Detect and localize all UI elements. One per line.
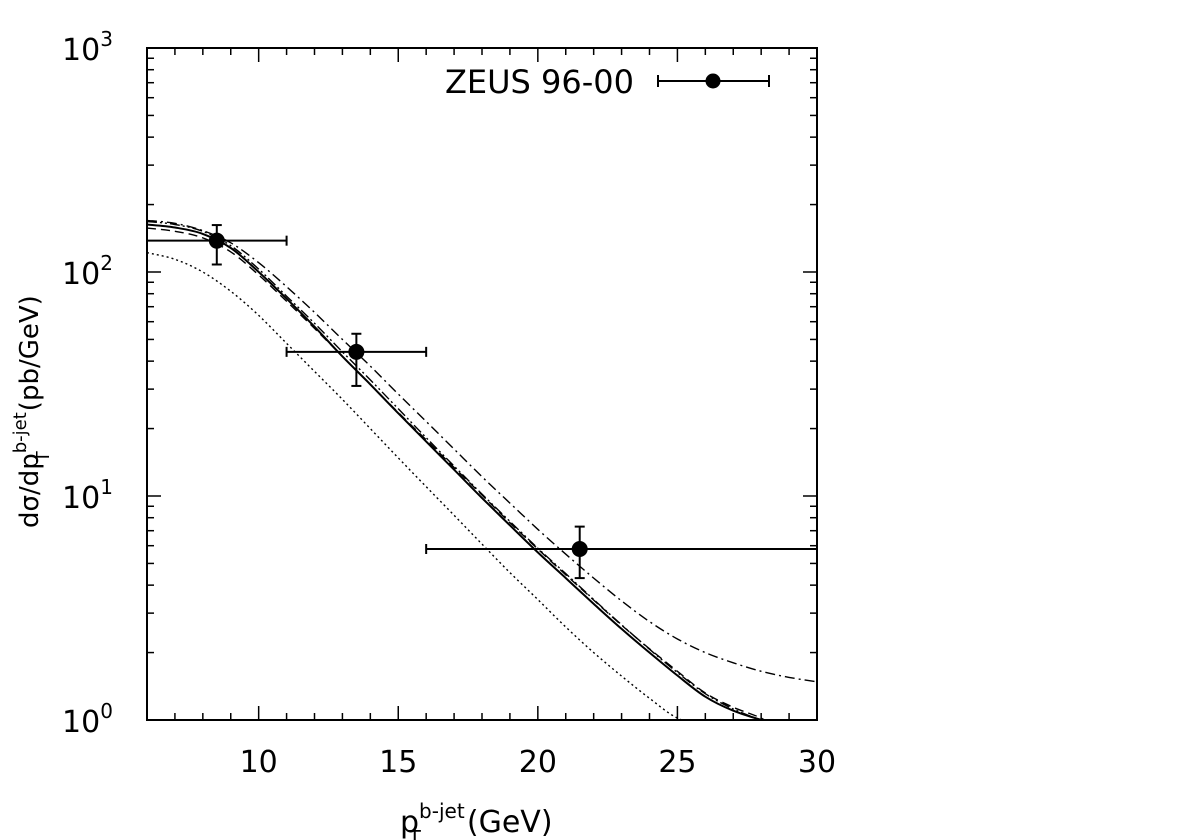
theory-curve-dashdotdot <box>147 220 764 720</box>
x-tick-label: 25 <box>658 745 696 780</box>
theory-curve-solid <box>147 223 765 720</box>
y-axis-title-sup: b-jet <box>10 412 31 453</box>
y-axis-title: dσ/dpb-jetT (pb/GeV) <box>10 295 54 528</box>
y-tick-label: 100 <box>62 699 113 740</box>
x-axis-title-base: p <box>400 805 419 840</box>
x-axis-title-text: pb-jet T (GeV) <box>400 799 553 840</box>
y-tick-label: 102 <box>62 251 113 292</box>
axis-ticks <box>146 47 818 721</box>
data-marker <box>208 232 225 249</box>
theory-curves <box>147 219 817 720</box>
y-axis-title-text: dσ/dpb-jetT (pb/GeV) <box>10 295 54 528</box>
data-point <box>285 332 428 387</box>
legend-marker <box>705 73 721 89</box>
legend: ZEUS 96-00 <box>445 63 770 101</box>
y-axis-title-sub: T <box>33 450 54 463</box>
y-tick-label: 103 <box>62 27 113 68</box>
x-tick-label: 10 <box>240 745 278 780</box>
x-tick-label: 30 <box>798 745 836 780</box>
data-point <box>146 224 288 266</box>
theory-curve-dotted <box>147 252 685 720</box>
theory-curve-dashdot <box>147 219 817 683</box>
legend-label: ZEUS 96-00 <box>445 63 634 101</box>
plot-frame <box>146 47 818 721</box>
y-axis-title-prefix: dσ/dp <box>15 453 45 528</box>
x-axis-title-unit: (GeV) <box>467 805 553 840</box>
y-tick-label: 101 <box>62 475 113 516</box>
x-axis-title-sub: T <box>408 826 422 840</box>
data-marker <box>571 540 588 557</box>
x-axis-title: pb-jet T (GeV) <box>400 799 553 840</box>
x-tick-label: 20 <box>519 745 557 780</box>
y-axis-title-unit: (pb/GeV) <box>15 295 45 411</box>
data-points <box>146 224 817 580</box>
data-marker <box>348 343 365 360</box>
data-point <box>425 525 817 580</box>
x-axis-title-sup: b-jet <box>419 799 465 823</box>
tick-labels: 10 15 20 25 30 100 101 102 103 <box>62 27 836 780</box>
theory-curve-dashed <box>147 227 766 720</box>
x-tick-label: 15 <box>379 745 417 780</box>
